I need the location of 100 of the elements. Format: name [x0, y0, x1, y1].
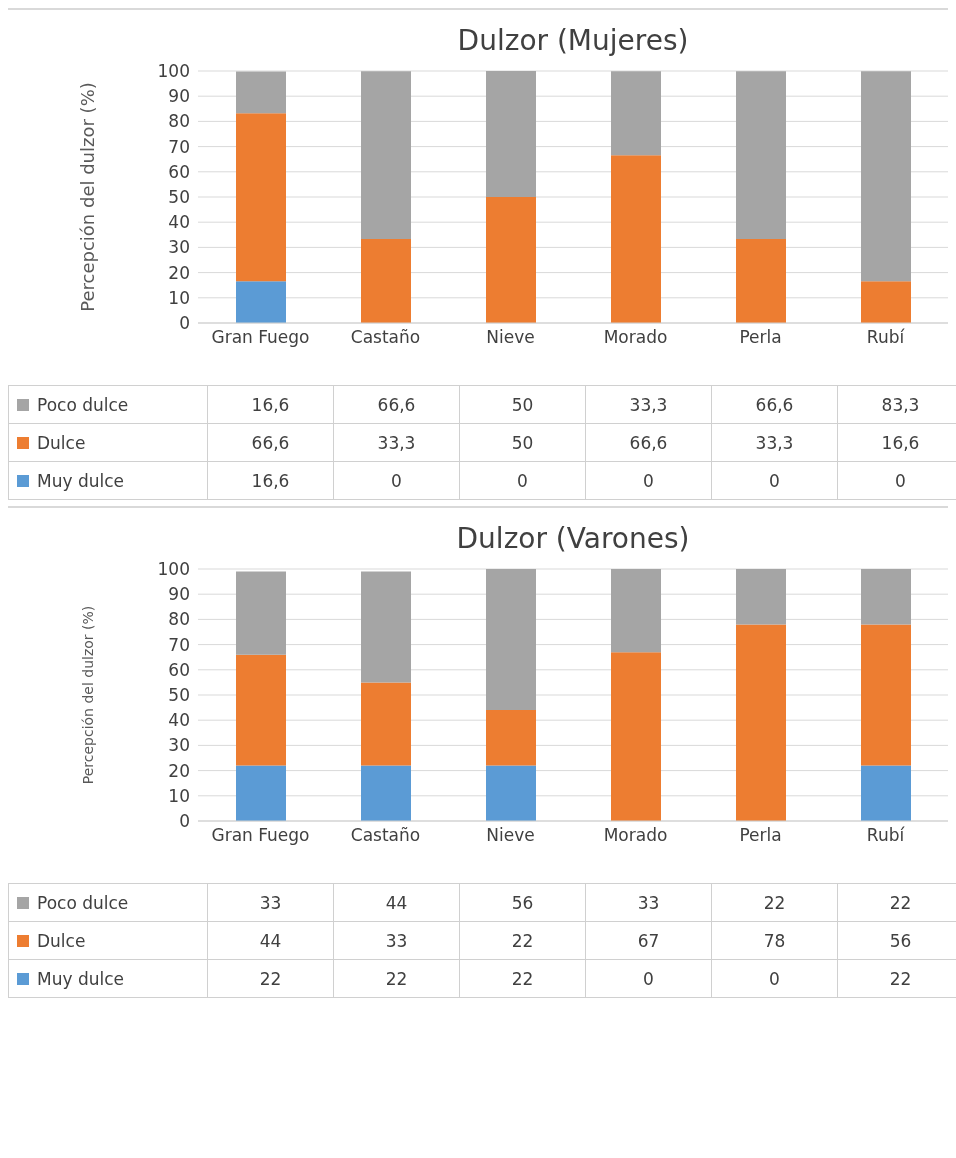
bar	[736, 71, 786, 240]
data-label: 33	[333, 921, 460, 960]
y-axis-title: Percepción del dulzor (%)	[79, 605, 96, 785]
bar	[486, 710, 536, 766]
y-tick-label: 60	[168, 161, 190, 182]
x-tick-label: Gran Fuego	[211, 327, 310, 348]
data-label: 44	[207, 921, 334, 960]
data-label: 0	[711, 959, 838, 998]
y-tick-label: 100	[157, 559, 190, 580]
y-tick-label: 20	[168, 760, 190, 781]
data-label: 44	[333, 883, 460, 922]
data-label: 33,3	[711, 423, 838, 462]
bar	[861, 765, 911, 821]
data-label: 22	[837, 883, 956, 922]
data-label: 0	[459, 461, 586, 500]
data-label: 22	[837, 959, 956, 998]
x-tick-label: Gran Fuego	[211, 825, 310, 846]
data-label: 33	[585, 883, 712, 922]
y-tick-label: 50	[168, 685, 190, 706]
x-tick-label: Castaño	[350, 825, 421, 846]
x-tick-label: Rubí	[866, 825, 906, 846]
data-label: 22	[459, 959, 586, 998]
bar	[236, 71, 286, 114]
legend-label: Muy dulce	[8, 959, 208, 998]
y-tick-label: 100	[157, 61, 190, 82]
y-tick-label: 0	[179, 313, 190, 334]
bar	[361, 765, 411, 821]
bar	[736, 624, 786, 821]
bar	[486, 569, 536, 711]
bar	[236, 281, 286, 323]
data-label: 0	[333, 461, 460, 500]
data-label: 0	[585, 461, 712, 500]
bar	[236, 654, 286, 766]
data-label: 22	[711, 883, 838, 922]
bar	[486, 197, 536, 323]
legend-label: Poco dulce	[8, 385, 208, 424]
data-label: 0	[711, 461, 838, 500]
bar	[611, 569, 661, 653]
x-tick-label: Morado	[603, 825, 668, 846]
data-label: 50	[459, 423, 586, 462]
bar	[861, 71, 911, 282]
legend-label: Dulce	[8, 921, 208, 960]
legend-label: Muy dulce	[8, 461, 208, 500]
y-tick-label: 80	[168, 609, 190, 630]
data-label: 56	[459, 883, 586, 922]
y-tick-label: 90	[168, 584, 190, 605]
data-label: 66,6	[585, 423, 712, 462]
x-tick-label: Rubí	[866, 327, 906, 348]
bar	[361, 682, 411, 766]
y-tick-label: 70	[168, 634, 190, 655]
bar	[861, 281, 911, 323]
data-label: 0	[585, 959, 712, 998]
bar	[611, 155, 661, 323]
y-tick-label: 80	[168, 111, 190, 132]
x-tick-label: Perla	[739, 825, 782, 846]
y-tick-label: 70	[168, 136, 190, 157]
y-tick-label: 10	[168, 287, 190, 308]
data-label: 66,6	[333, 385, 460, 424]
bar	[486, 765, 536, 821]
y-tick-label: 20	[168, 262, 190, 283]
bar	[361, 239, 411, 323]
y-tick-label: 30	[168, 237, 190, 258]
legend-label: Poco dulce	[8, 883, 208, 922]
y-tick-label: 50	[168, 187, 190, 208]
data-label: 16,6	[837, 423, 956, 462]
x-tick-label: Nieve	[486, 825, 535, 846]
data-label: 22	[459, 921, 586, 960]
x-tick-label: Castaño	[350, 327, 421, 348]
data-label: 16,6	[207, 461, 334, 500]
data-label: 66,6	[207, 423, 334, 462]
y-axis-title: Percepción del dulzor (%)	[77, 82, 99, 312]
y-tick-label: 30	[168, 735, 190, 756]
data-label: 0	[837, 461, 956, 500]
bar	[486, 71, 536, 197]
bar	[861, 569, 911, 625]
bar	[361, 571, 411, 683]
bar	[736, 569, 786, 625]
x-tick-label: Morado	[603, 327, 668, 348]
y-tick-label: 0	[179, 811, 190, 832]
bar	[361, 71, 411, 240]
chart-title: Dulzor (Mujeres)	[456, 24, 690, 57]
data-label: 22	[207, 959, 334, 998]
y-tick-label: 10	[168, 785, 190, 806]
bar	[861, 624, 911, 766]
y-tick-label: 40	[168, 212, 190, 233]
bar	[236, 571, 286, 655]
x-tick-label: Nieve	[486, 327, 535, 348]
data-label: 83,3	[837, 385, 956, 424]
data-label: 67	[585, 921, 712, 960]
data-label: 16,6	[207, 385, 334, 424]
bar	[611, 652, 661, 821]
bar	[736, 239, 786, 323]
data-label: 78	[711, 921, 838, 960]
bar	[236, 113, 286, 282]
data-label: 33	[207, 883, 334, 922]
bar	[236, 765, 286, 821]
data-label: 33,3	[585, 385, 712, 424]
data-label: 66,6	[711, 385, 838, 424]
data-label: 33,3	[333, 423, 460, 462]
data-label: 50	[459, 385, 586, 424]
